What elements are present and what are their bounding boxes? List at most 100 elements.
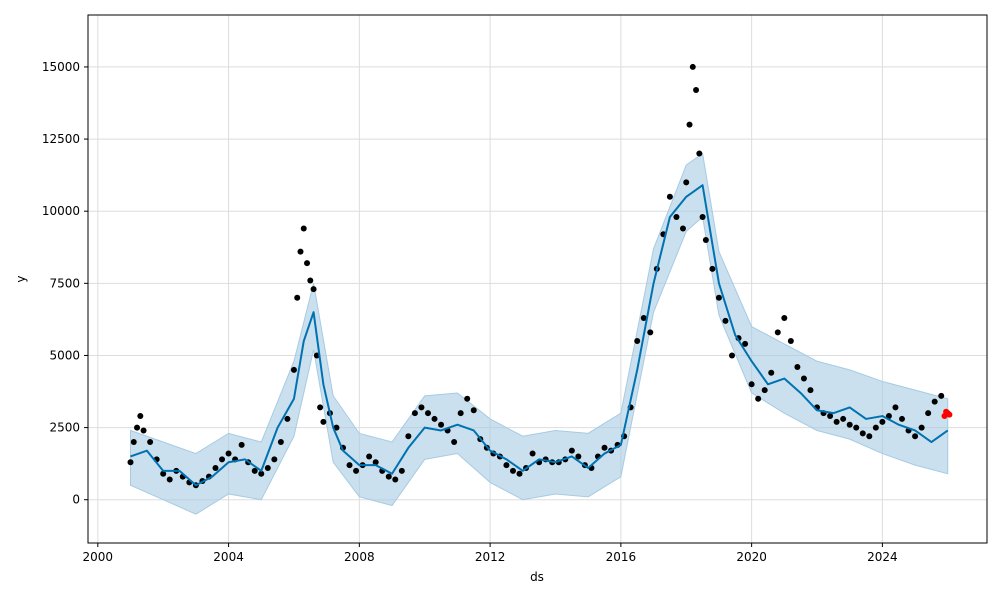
observed-point xyxy=(366,453,373,460)
observed-point xyxy=(696,150,703,157)
observed-point xyxy=(846,421,853,428)
y-tick-label: 0 xyxy=(72,493,80,507)
observed-point xyxy=(307,277,314,284)
observed-point xyxy=(640,314,647,321)
observed-point xyxy=(833,418,840,425)
observed-point xyxy=(774,329,781,336)
observed-point xyxy=(885,413,892,420)
observed-point xyxy=(411,410,418,417)
observed-point xyxy=(729,352,736,359)
observed-point xyxy=(666,193,673,200)
observed-point xyxy=(264,464,271,471)
observed-point xyxy=(715,294,722,301)
observed-point xyxy=(879,418,886,425)
observed-point xyxy=(424,410,431,417)
uncertainty-band xyxy=(129,152,949,515)
recent-point xyxy=(946,411,953,418)
observed-point xyxy=(398,467,405,474)
observed-point xyxy=(699,213,706,220)
observed-point xyxy=(800,375,807,382)
x-axis-label: ds xyxy=(530,570,544,584)
observed-point xyxy=(755,395,762,402)
observed-point xyxy=(568,447,575,454)
observed-point xyxy=(892,404,899,411)
observed-point xyxy=(693,87,700,94)
y-axis-ticks: 0 2500 5000 7500 10000 12500 15000 xyxy=(42,60,88,507)
observed-point xyxy=(127,459,134,466)
observed-point xyxy=(503,462,510,469)
x-tick-label: 2004 xyxy=(213,550,244,564)
observed-point xyxy=(575,453,582,460)
observed-point xyxy=(938,392,945,399)
observed-point xyxy=(722,317,729,324)
observed-point xyxy=(931,398,938,405)
observed-point xyxy=(451,439,458,446)
observed-point xyxy=(346,462,353,469)
observed-point xyxy=(277,439,284,446)
observed-point xyxy=(509,467,516,474)
y-tick-label: 15000 xyxy=(42,60,80,74)
observed-point xyxy=(134,424,141,431)
observed-point xyxy=(212,464,219,471)
observed-point xyxy=(392,476,399,483)
observed-point xyxy=(160,470,167,477)
observed-point xyxy=(225,450,232,457)
observed-point xyxy=(294,294,301,301)
y-tick-label: 10000 xyxy=(42,204,80,218)
observed-point xyxy=(709,265,716,272)
observed-point xyxy=(147,439,154,446)
observed-point xyxy=(634,338,641,345)
grid-lines xyxy=(88,15,987,543)
observed-point xyxy=(918,424,925,431)
observed-point xyxy=(781,314,788,321)
observed-point xyxy=(470,407,477,414)
y-tick-label: 7500 xyxy=(49,276,80,290)
observed-point xyxy=(647,329,654,336)
x-tick-label: 2020 xyxy=(736,550,767,564)
x-tick-label: 2008 xyxy=(344,550,375,564)
plot-frame xyxy=(87,14,988,544)
forecast-line xyxy=(130,184,949,487)
x-tick-label: 2012 xyxy=(475,550,506,564)
observed-point xyxy=(405,433,412,440)
x-axis-ticks: 2000 2004 2008 2012 2016 2020 2024 xyxy=(83,543,898,564)
observed-point xyxy=(827,413,834,420)
observed-point xyxy=(516,470,523,477)
observed-point xyxy=(333,424,340,431)
observed-point xyxy=(457,410,464,417)
observed-point xyxy=(748,381,755,388)
observed-point xyxy=(438,421,445,428)
observed-point xyxy=(464,395,471,402)
x-tick-label: 2000 xyxy=(83,550,114,564)
observed-point xyxy=(686,121,693,128)
forecast-path xyxy=(130,184,949,487)
observed-point xyxy=(219,456,226,463)
recent-points xyxy=(941,408,953,420)
observed-point xyxy=(284,415,291,422)
observed-point xyxy=(271,456,278,463)
observed-point xyxy=(166,476,173,483)
x-tick-label: 2024 xyxy=(867,550,898,564)
observed-point xyxy=(601,444,608,451)
observed-point xyxy=(853,424,860,431)
observed-point xyxy=(872,424,879,431)
y-tick-label: 2500 xyxy=(49,421,80,435)
observed-point xyxy=(290,366,297,373)
observed-point xyxy=(140,427,147,434)
observed-point xyxy=(679,225,686,232)
observed-point xyxy=(353,467,360,474)
observed-point xyxy=(251,467,258,474)
observed-point xyxy=(859,430,866,437)
interval-band xyxy=(129,152,949,515)
observed-point xyxy=(761,387,768,394)
observed-point xyxy=(925,410,932,417)
observed-point xyxy=(912,433,919,440)
observed-point xyxy=(304,260,311,267)
observed-point xyxy=(130,439,137,446)
observed-point xyxy=(742,340,749,347)
x-tick-label: 2016 xyxy=(606,550,637,564)
observed-point xyxy=(840,415,847,422)
observed-point xyxy=(317,404,324,411)
observed-point xyxy=(673,213,680,220)
